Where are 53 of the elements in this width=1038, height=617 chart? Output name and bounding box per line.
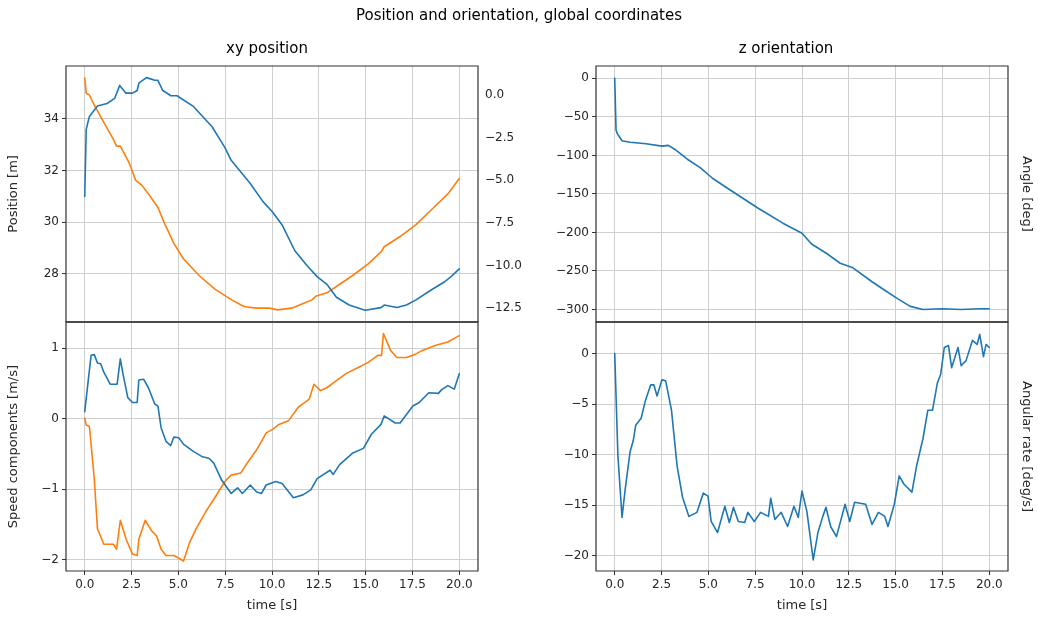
x-tick-label: 15.0 [882, 577, 909, 592]
x-tick-label: 7.5 [745, 577, 765, 592]
y2-tick-label: −10.0 [485, 257, 522, 272]
y-axis-title: Position [m] [5, 155, 21, 233]
y2-tick-label: −7.5 [485, 215, 515, 230]
x-tick-label: 5.0 [698, 577, 718, 592]
x-tick-label: 7.5 [215, 577, 235, 592]
text: Position and orientation, global coordinates [354, 6, 684, 24]
y-tick-label: −150 [556, 186, 589, 201]
x-tick-label: 0.0 [75, 577, 95, 592]
y-tick-label: 1 [51, 340, 59, 355]
chart-title: xy position [226, 38, 308, 57]
y-axis-title: Angle [deg] [1019, 156, 1035, 232]
y-tick-label: 0 [581, 70, 589, 85]
y-tick-label: −100 [556, 147, 589, 162]
x-tick-label: 12.5 [305, 577, 333, 592]
y-tick-label: 28 [43, 266, 59, 281]
y-tick-label: −300 [556, 301, 589, 316]
x-axis-title: time [s] [246, 596, 298, 612]
x-tick-label: 12.5 [835, 577, 863, 592]
x-tick-label: 10.0 [788, 577, 816, 592]
y2-tick-label: −5.0 [485, 172, 515, 187]
y-tick-label: −5 [571, 396, 589, 411]
x-tick-label: 20.0 [445, 577, 473, 592]
y-tick-label: −200 [556, 224, 589, 239]
x-tick-label: 10.0 [258, 577, 286, 592]
x-tick-label: 0.0 [605, 577, 625, 592]
x-axis-title: time [s] [776, 596, 828, 612]
chart-title: z orientation [738, 38, 834, 57]
y-tick-label: 0 [581, 345, 589, 360]
y-tick-label: −50 [563, 108, 589, 123]
y-axis-title: Speed components [m/s] [5, 364, 21, 529]
y2-tick-label: 0.0 [485, 87, 505, 102]
y-tick-label: −1 [41, 481, 59, 496]
x-tick-label: 17.5 [929, 577, 956, 592]
x-tick-label: 15.0 [352, 577, 379, 592]
y-tick-label: 0 [51, 410, 59, 425]
y-tick-label: −10 [563, 446, 589, 461]
x-tick-label: 2.5 [652, 577, 672, 592]
x-tick-label: 2.5 [122, 577, 142, 592]
y-tick-label: −20 [563, 547, 589, 562]
x-tick-label: 20.0 [975, 577, 1003, 592]
y-tick-label: −15 [563, 497, 589, 512]
y2-tick-label: −12.5 [485, 300, 522, 315]
y2-tick-label: −2.5 [485, 129, 515, 144]
x-tick-label: 17.5 [399, 577, 426, 592]
y-tick-label: 32 [43, 162, 59, 177]
x-tick-label: 5.0 [168, 577, 188, 592]
y-tick-label: 30 [43, 214, 59, 229]
y-tick-label: −250 [556, 263, 589, 278]
y-axis-title: Angular rate [deg/s] [1019, 381, 1035, 513]
y-tick-label: 34 [43, 111, 59, 126]
y-tick-label: −2 [41, 551, 59, 566]
